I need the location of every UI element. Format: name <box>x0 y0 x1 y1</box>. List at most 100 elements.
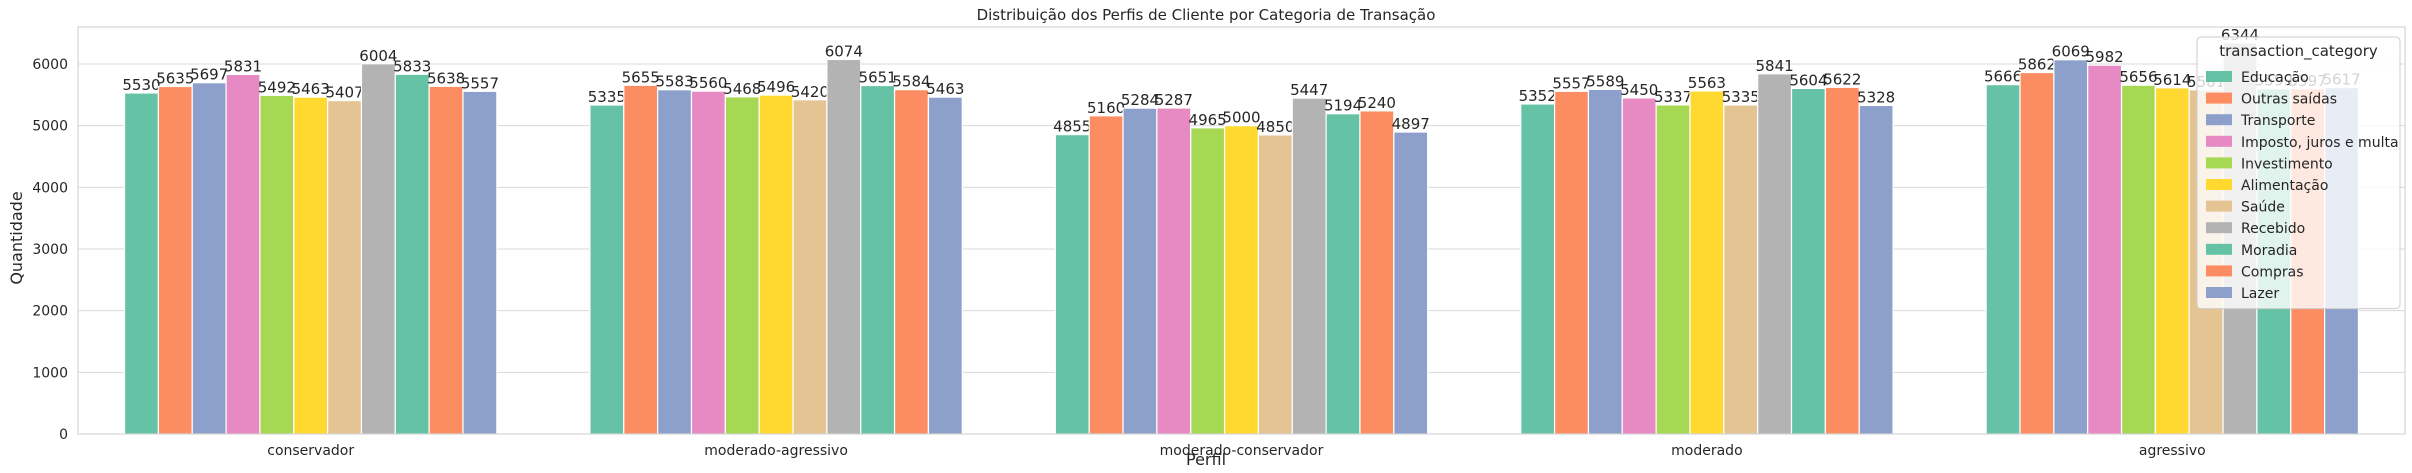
bar-value-label: 5841 <box>1756 57 1794 75</box>
legend-box <box>2196 36 2401 310</box>
legend-entry: Compras <box>2241 264 2304 280</box>
bar <box>1122 107 1158 435</box>
bar-value-label: 5697 <box>190 66 228 84</box>
bar-value-label: 5589 <box>1586 72 1624 90</box>
bar-value-label: 5557 <box>461 74 499 92</box>
bar <box>2120 84 2156 435</box>
bar <box>394 73 430 435</box>
bar-value-label: 5666 <box>1984 68 2022 86</box>
bar <box>1257 134 1293 435</box>
bar <box>2053 59 2089 435</box>
bar-value-label: 5862 <box>2018 56 2056 74</box>
bar <box>826 58 862 435</box>
bar-value-label: 5496 <box>757 78 795 96</box>
bar <box>623 84 659 435</box>
bar <box>1553 90 1590 435</box>
legend-swatch <box>2206 243 2232 255</box>
bar <box>690 90 726 435</box>
bar-value-label: 4855 <box>1053 118 1091 136</box>
legend-entry: Outras saídas <box>2241 92 2337 108</box>
axes: 0 1000 2000 3000 4000 5000 6000 conservador mode… <box>32 26 2406 459</box>
bar-value-label: 5328 <box>1857 88 1895 106</box>
bar <box>191 82 227 435</box>
x-tick-label: agressivo <box>2139 443 2206 459</box>
legend: transaction_category Educação Outras saída… <box>2196 36 2401 310</box>
bar <box>2019 71 2055 435</box>
bar-value-label: 6004 <box>359 47 397 65</box>
bar-value-label: 5194 <box>1324 97 1362 115</box>
bar-value-label: 4850 <box>1256 118 1294 136</box>
bar <box>589 104 625 435</box>
bar-value-label: 4965 <box>1189 111 1227 129</box>
bar <box>2154 87 2190 435</box>
bar <box>657 89 693 435</box>
y-tick-label: 3000 <box>32 242 68 258</box>
legend-title: transaction_category <box>2219 42 2378 61</box>
bar-value-label: 5584 <box>892 73 930 91</box>
bar <box>1689 90 1725 435</box>
bar-value-label: 5284 <box>1121 91 1159 109</box>
y-tick-label: 0 <box>59 427 68 443</box>
bar-value-label: 5468 <box>723 80 761 98</box>
legend-swatch <box>2206 200 2232 212</box>
bar <box>428 85 464 435</box>
legend-swatch <box>2206 287 2232 298</box>
bar-value-label: 5638 <box>427 69 465 87</box>
bar <box>123 92 159 435</box>
bar-value-label: 5583 <box>655 73 693 91</box>
legend-entry: Recebido <box>2241 221 2305 237</box>
legend-entry: Investimento <box>2241 156 2333 172</box>
bar <box>1985 83 2021 435</box>
plot-frame <box>77 26 2406 435</box>
legend-swatch <box>2206 92 2232 104</box>
bar <box>724 96 760 435</box>
bar-value-label: 5656 <box>2119 68 2157 86</box>
legend-swatch <box>2206 179 2232 190</box>
bar <box>1587 88 1623 435</box>
bar-value-label: 5530 <box>122 76 160 94</box>
legend-swatch <box>2206 222 2232 234</box>
y-tick-label: 2000 <box>32 304 68 320</box>
bar <box>1393 131 1429 435</box>
bar-value-label: 5655 <box>622 68 660 86</box>
legend-entry: Transporte <box>2240 113 2315 129</box>
bar <box>1655 104 1691 435</box>
bar <box>1790 87 1826 435</box>
bar-value-label: 6069 <box>2052 43 2090 61</box>
bar <box>360 63 396 435</box>
y-tick-label: 5000 <box>32 119 68 135</box>
bar <box>927 96 963 435</box>
legend-entry: Imposto, juros e multa <box>2241 135 2399 151</box>
x-axis-label: Perfil <box>1186 450 1226 469</box>
bar-value-label: 5651 <box>859 69 897 87</box>
legend-swatch <box>2206 114 2232 126</box>
bar-value-label: 5240 <box>1358 94 1396 112</box>
chart-title: Distribuição dos Perfis de Cliente por C… <box>977 6 1436 24</box>
bar-value-label: 5420 <box>791 83 829 101</box>
bar-value-label: 5614 <box>2153 71 2191 89</box>
bar <box>1325 113 1361 435</box>
y-tick-label: 1000 <box>32 365 68 381</box>
bars: 5530563556975831549254635407600458335638… <box>122 26 2361 435</box>
bar <box>225 73 261 435</box>
bar-value-label: 5335 <box>588 88 626 106</box>
bar-value-label: 5560 <box>689 74 727 92</box>
bar-value-label: 5335 <box>1722 88 1760 106</box>
bar <box>792 99 828 435</box>
bar-value-label: 5557 <box>1552 74 1590 92</box>
bar <box>1223 125 1260 435</box>
bar-value-label: 5563 <box>1688 74 1726 92</box>
bar <box>1757 73 1793 435</box>
bar-value-label: 5407 <box>325 84 363 102</box>
bar <box>860 84 896 435</box>
bar-value-label: 6074 <box>825 42 863 60</box>
bar <box>157 85 193 435</box>
bar-value-label: 5833 <box>393 57 431 75</box>
bar-value-label: 5982 <box>2086 48 2124 66</box>
bar-value-label: 5352 <box>1519 87 1557 105</box>
legend-entry: Saúde <box>2241 200 2285 216</box>
bar <box>327 99 363 435</box>
legend-entry: Lazer <box>2241 286 2279 302</box>
bar-value-label: 5160 <box>1087 99 1125 117</box>
bar <box>1858 104 1894 435</box>
